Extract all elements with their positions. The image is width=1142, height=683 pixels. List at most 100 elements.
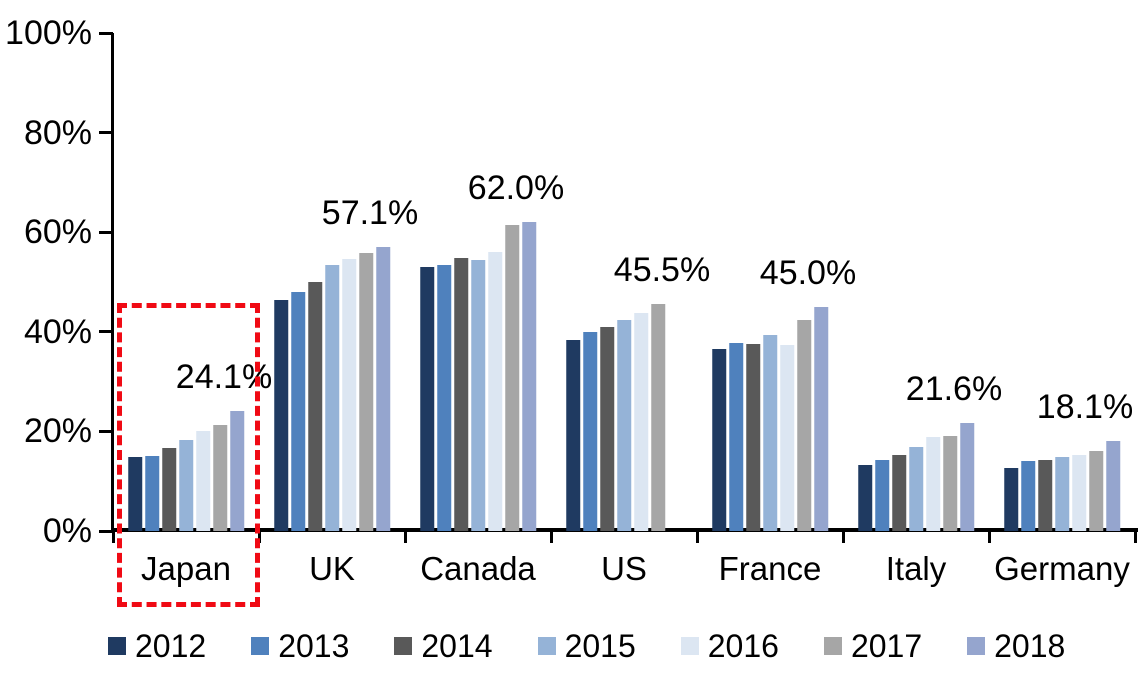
legend-item-2013: 2013 [251,630,349,662]
legend-item-2014: 2014 [394,630,493,662]
legend-label-2015: 2015 [564,628,636,664]
bar-2018 [1106,440,1120,531]
y-axis-tick [99,330,113,334]
legend-item-2016: 2016 [680,628,779,664]
bar-2015 [1055,457,1069,531]
bar-2013 [145,456,159,531]
legend-swatch-2015 [537,637,556,655]
bar-2016 [634,312,648,531]
bar-group-france [697,33,843,531]
bar-2018 [814,306,828,531]
y-axis-tick-label: 100% [5,14,92,52]
legend-swatch-2012 [108,637,126,655]
bar-2015 [617,320,631,531]
bar-2017 [797,319,811,531]
bar-2013 [291,291,305,531]
legend-swatch-2014 [394,637,413,655]
category-label-us: US [601,550,647,587]
y-axis-tick [99,31,113,35]
category-label-germany: Germany [994,550,1130,587]
y-axis-tick [99,529,113,533]
data-label-italy: 21.6% [905,370,1003,409]
bar-2017 [213,425,227,531]
bar-group-uk [259,33,405,531]
legend: 2012 2013 2014 2015 2016 2017 2018 [108,630,1065,662]
bar-2016 [196,430,210,531]
bar-2018 [522,222,536,531]
legend-swatch-2013 [251,637,270,655]
bar-2018 [960,423,974,531]
data-label-uk: 57.1% [321,193,419,232]
bar-2017 [651,304,665,531]
bar-2012 [858,464,872,531]
data-label-canada: 62.0% [467,169,565,208]
bar-group-italy [843,33,989,531]
y-axis-tick-label: 80% [23,113,92,152]
x-axis-tick [1133,531,1137,543]
data-label-germany: 18.1% [1036,387,1134,426]
bar-2018 [230,410,244,531]
y-axis-tick-label: 0% [42,512,92,550]
bar-2013 [1021,460,1035,531]
bar-2014 [454,257,468,531]
bar-group-japan [113,33,259,531]
bar-2012 [712,348,726,531]
data-label-us: 45.5% [613,251,711,290]
bar-2018 [376,246,390,531]
x-axis-tick [695,531,699,543]
bar-2012 [420,266,434,531]
bar-2013 [875,460,889,531]
bar-group-canada [405,33,551,531]
legend-item-2018: 2018 [967,630,1065,662]
bar-2017 [1089,450,1103,531]
bar-2014 [746,344,760,531]
category-label-japan: Japan [141,550,231,587]
data-label-france: 45.0% [759,253,857,292]
bar-2013 [437,264,451,531]
bar-2015 [763,335,777,531]
legend-item-2012: 2012 [108,630,206,662]
bar-2016 [342,259,356,531]
bar-group-us [551,33,697,531]
bar-2014 [892,454,906,531]
legend-swatch-2016 [680,637,699,655]
bar-2016 [488,251,502,531]
bar-2015 [471,259,485,531]
legend-label-2016: 2016 [707,628,779,664]
bar-2016 [780,345,794,531]
x-axis-tick [111,531,115,543]
legend-swatch-2018 [967,637,986,655]
bar-2016 [1072,454,1086,531]
legend-item-2015: 2015 [537,628,636,664]
bar-group-germany [989,33,1135,531]
y-axis-tick [99,230,113,234]
x-axis-tick [403,531,407,543]
bar-2015 [179,439,193,531]
category-label-france: France [718,550,822,587]
y-axis-tick-label: 20% [23,412,92,451]
bar-2017 [359,253,373,531]
y-axis-tick-label: 60% [23,213,92,252]
bar-2014 [308,282,322,531]
bar-2013 [583,331,597,531]
category-label-uk: UK [309,550,355,587]
legend-label-2013: 2013 [278,628,350,664]
legend-label-2018: 2018 [994,628,1066,664]
bar-2017 [505,224,519,531]
x-axis-tick [549,531,553,543]
bar-2016 [926,436,940,531]
bar-2012 [274,300,288,531]
legend-label-2017: 2017 [850,628,923,664]
bar-2017 [943,435,957,531]
bar-2013 [729,343,743,531]
legend-item-2017: 2017 [823,628,923,664]
category-label-canada: Canada [420,550,536,587]
bar-2014 [162,447,176,531]
y-axis-tick [99,131,113,135]
bar-2015 [325,265,339,531]
bar-2012 [128,457,142,531]
y-axis-tick-label: 40% [23,312,92,351]
category-label-italy: Italy [885,550,947,587]
x-axis-tick [841,531,845,543]
